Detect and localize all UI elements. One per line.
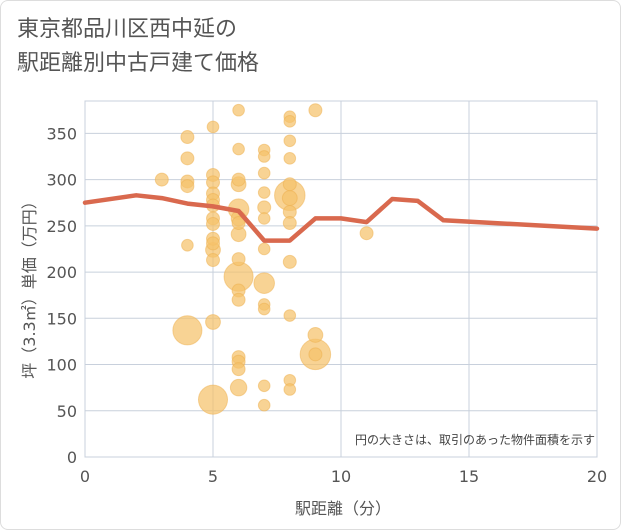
- bubble-point: [282, 254, 297, 269]
- bubble-point: [154, 172, 169, 187]
- bubble-point: [206, 120, 220, 134]
- bubble-point: [257, 302, 271, 316]
- y-tick-label: 150: [46, 309, 77, 328]
- bubble-point: [180, 151, 195, 166]
- bubble-point: [231, 216, 246, 231]
- bubbles: [154, 103, 374, 415]
- bubble-point: [281, 190, 298, 207]
- bubble-point: [359, 226, 374, 241]
- bubble-point: [257, 398, 271, 412]
- tick-labels: 0 50 100 150 200 250 300 350 0 5 10 15 20: [46, 124, 607, 486]
- bubble-point: [231, 172, 246, 187]
- bubble-point: [257, 242, 271, 256]
- y-tick-label: 50: [57, 402, 77, 421]
- bubble-point: [172, 315, 203, 346]
- bubble-point: [283, 383, 297, 396]
- x-tick-label: 15: [459, 467, 479, 486]
- x-tick-label: 5: [208, 467, 218, 486]
- bubble-point: [257, 150, 271, 163]
- bubble-point: [257, 166, 271, 180]
- bubble-point: [232, 103, 245, 117]
- bubble-point: [283, 134, 297, 148]
- chart-title-line2: 駅距離別中古戸建て価格: [17, 51, 260, 76]
- trend-line-group: [82, 193, 600, 243]
- trend-line: [82, 193, 600, 243]
- bubble-point: [283, 309, 297, 322]
- bubble-point: [257, 186, 271, 199]
- bubble-point: [283, 152, 297, 165]
- x-axis-title: 駅距離（分）: [295, 499, 391, 518]
- y-tick-label: 200: [46, 263, 77, 282]
- y-tick-label: 300: [46, 171, 77, 190]
- bubble-point: [232, 142, 245, 156]
- bubble-point: [308, 347, 323, 362]
- bubble-point: [197, 384, 229, 415]
- y-tick-label: 350: [46, 124, 77, 143]
- chart-title: 東京都品川区西中延の 駅距離別中古戸建て価格: [17, 13, 259, 81]
- x-tick-label: 20: [587, 467, 607, 486]
- y-axis-title: 坪（3.3㎡）単価（万円）: [20, 193, 39, 378]
- bubble-point: [282, 177, 297, 192]
- y-tick-label: 100: [46, 356, 77, 375]
- chart-title-line1: 東京都品川区西中延の: [17, 17, 238, 42]
- bubble-point: [257, 200, 272, 215]
- bubble-point: [181, 238, 194, 252]
- bubble-point: [205, 314, 221, 330]
- bubble-point: [180, 130, 195, 145]
- bubble-point: [253, 272, 275, 294]
- grid-lines: [84, 100, 598, 458]
- bubble-point: [231, 292, 246, 307]
- bubble-point: [206, 236, 220, 251]
- bubble-point: [229, 378, 248, 397]
- bubble-point: [180, 179, 195, 194]
- bubble-point: [282, 216, 297, 231]
- bubble-point: [257, 379, 271, 393]
- y-tick-label: 250: [46, 217, 77, 236]
- bubble-point: [231, 362, 246, 377]
- bubble-point: [257, 212, 271, 225]
- bubble-point: [206, 253, 220, 268]
- bubble-point: [308, 103, 323, 118]
- x-tick-label: 0: [80, 467, 90, 486]
- bubble-point: [307, 327, 324, 343]
- y-tick-label: 0: [67, 448, 77, 467]
- size-note: 円の大きさは、取引のあった物件面積を示す: [355, 432, 595, 447]
- bubble-point: [231, 252, 246, 267]
- bubble-point: [283, 115, 297, 128]
- bubble-point: [206, 216, 220, 231]
- x-tick-label: 10: [331, 467, 351, 486]
